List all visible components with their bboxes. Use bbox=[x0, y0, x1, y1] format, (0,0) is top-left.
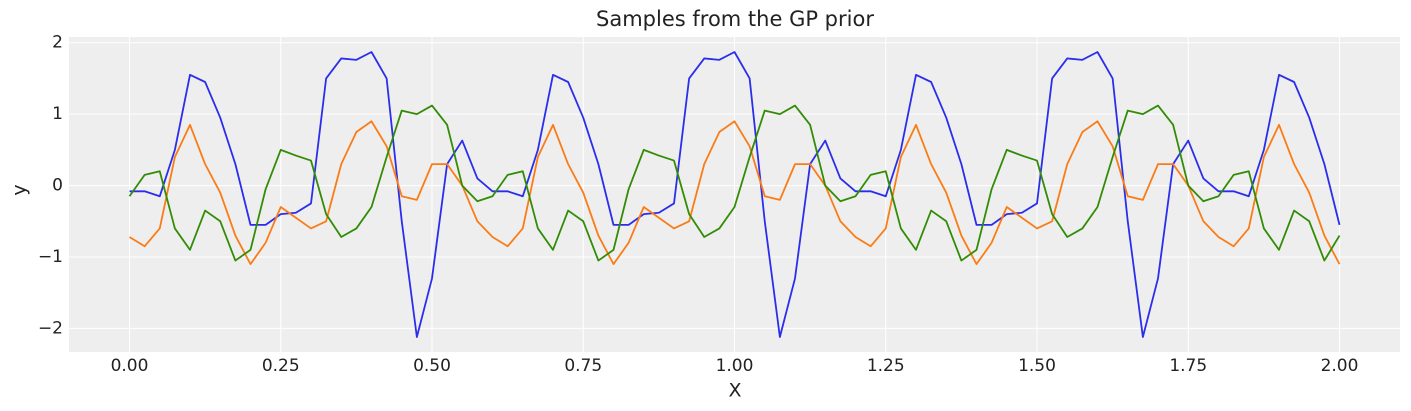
y-tick-label: 0 bbox=[52, 176, 63, 196]
x-tick-label: 0.75 bbox=[564, 356, 602, 376]
y-tick-label: −2 bbox=[38, 318, 63, 338]
series-line bbox=[129, 120, 1341, 266]
y-tick-label: 1 bbox=[52, 104, 63, 124]
x-tick-label: 2.00 bbox=[1321, 356, 1359, 376]
x-tick-label: 1.00 bbox=[716, 356, 754, 376]
y-axis-label: y bbox=[9, 184, 31, 195]
x-tick-label: 0.50 bbox=[413, 356, 451, 376]
series-line bbox=[128, 104, 1341, 262]
x-tick-label: 0.25 bbox=[262, 356, 300, 376]
y-tick-label: −1 bbox=[38, 247, 63, 267]
x-tick-label: 1.25 bbox=[867, 356, 905, 376]
x-tick-label: 1.50 bbox=[1018, 356, 1056, 376]
x-tick-label: 0.00 bbox=[111, 356, 149, 376]
x-tick-label: 1.75 bbox=[1169, 356, 1207, 376]
x-axis-label: X bbox=[728, 380, 741, 402]
series-line bbox=[129, 51, 1341, 338]
chart-title: Samples from the GP prior bbox=[596, 7, 874, 31]
y-tick-label: 2 bbox=[52, 33, 63, 53]
